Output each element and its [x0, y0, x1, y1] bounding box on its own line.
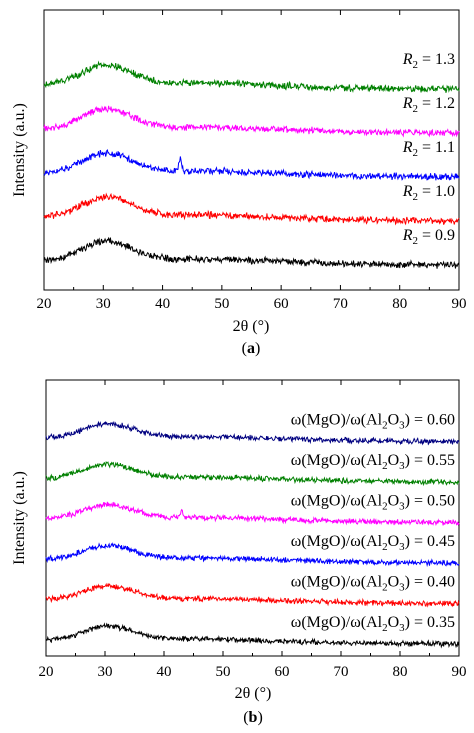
series-label: R2 = 0.9	[402, 227, 455, 247]
series-line	[43, 236, 460, 269]
x-axis-label-b: 2θ (°)	[235, 685, 272, 702]
x-axis-b: 20 30 40 50 60 70 80 90	[39, 380, 467, 680]
series-line	[45, 542, 460, 568]
x-tick-label: 20	[37, 296, 52, 312]
series-label: ω(MgO)/ω(Al2O3) = 0.60	[291, 412, 455, 432]
series-line	[43, 105, 460, 138]
x-tick-label: 80	[393, 664, 408, 680]
chart-panel-a: 20 30 40 50 60 70 80 90 R2 = 0.9 R2 = 1.0 R2 = 1.…	[11, 9, 467, 357]
series-label: ω(MgO)/ω(Al2O3) = 0.55	[291, 452, 455, 472]
x-tick-label: 70	[334, 664, 349, 680]
panel-letter-a: (a)	[242, 340, 261, 357]
chart-panel-b: 20 30 40 50 60 70 80 90 ω(MgO)/ω(Al2O3) = 0.35ω…	[11, 379, 467, 726]
x-axis-a: 20 30 40 50 60 70 80 90	[37, 10, 467, 312]
x-tick-label: 40	[157, 664, 172, 680]
panel-letter-b: (b)	[243, 709, 263, 726]
series-label: ω(MgO)/ω(Al2O3) = 0.45	[291, 533, 455, 553]
series-line	[43, 60, 460, 94]
y-axis-label-a: Intensity (a.u.)	[11, 103, 28, 197]
x-tick-label: 90	[452, 296, 467, 312]
x-tick-label: 60	[274, 296, 289, 312]
series-label: ω(MgO)/ω(Al2O3) = 0.35	[291, 614, 455, 634]
series-labels-a: R2 = 0.9 R2 = 1.0 R2 = 1.1 R2 = 1.2 R2 = 1.3	[402, 51, 455, 247]
plot-frame-a	[43, 9, 460, 291]
series-line	[45, 501, 460, 527]
x-tick-label: 20	[39, 664, 54, 680]
x-tick-label: 50	[214, 296, 229, 312]
series-line	[45, 420, 460, 446]
series-label: R2 = 1.2	[402, 95, 455, 115]
series-line	[45, 460, 460, 487]
x-tick-label: 30	[98, 664, 113, 680]
series-label: ω(MgO)/ω(Al2O3) = 0.40	[291, 574, 455, 594]
curves-a	[43, 60, 460, 269]
x-tick-label: 60	[275, 664, 290, 680]
series-line	[45, 582, 460, 608]
series-line	[45, 622, 460, 649]
x-tick-label: 70	[333, 296, 348, 312]
x-tick-label: 40	[155, 296, 170, 312]
series-label: R2 = 1.3	[402, 51, 455, 71]
series-line	[43, 192, 460, 226]
x-axis-label-a: 2θ (°)	[233, 318, 270, 335]
series-line	[43, 149, 460, 181]
curves-b	[45, 420, 460, 649]
x-tick-label: 80	[392, 296, 407, 312]
series-label: R2 = 1.1	[402, 139, 455, 159]
series-label: R2 = 1.0	[402, 183, 455, 203]
y-axis-label-b: Intensity (a.u.)	[11, 471, 28, 565]
series-label: ω(MgO)/ω(Al2O3) = 0.50	[291, 493, 455, 513]
x-tick-label: 90	[452, 664, 467, 680]
series-labels-b: ω(MgO)/ω(Al2O3) = 0.35 ω(MgO)/ω(Al2O3) = …	[291, 412, 455, 635]
x-tick-label: 30	[96, 296, 111, 312]
x-tick-label: 50	[216, 664, 231, 680]
